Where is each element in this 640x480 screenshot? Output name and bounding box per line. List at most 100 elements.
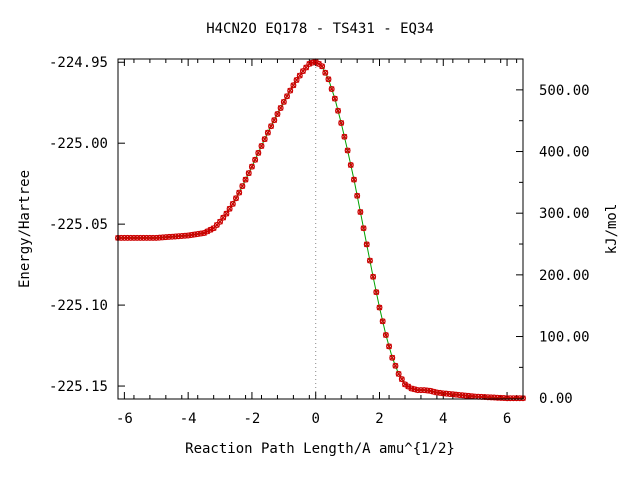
x-tick-label: 4 bbox=[439, 411, 447, 427]
point-marker-cross bbox=[335, 107, 341, 114]
point-marker-cross bbox=[398, 376, 405, 382]
point-marker-circle bbox=[319, 63, 326, 70]
series-point bbox=[280, 98, 287, 105]
series-point bbox=[258, 143, 265, 150]
point-marker-cross bbox=[274, 111, 281, 117]
point-marker-circle bbox=[239, 183, 246, 190]
point-marker-cross bbox=[319, 63, 325, 70]
series-point bbox=[382, 332, 389, 339]
point-marker-cross bbox=[233, 195, 239, 202]
point-marker-circle bbox=[376, 304, 383, 311]
point-marker-circle bbox=[370, 273, 377, 280]
point-marker-circle bbox=[328, 85, 335, 92]
point-marker-cross bbox=[242, 176, 249, 183]
point-marker-circle bbox=[303, 64, 310, 71]
series-point bbox=[389, 354, 396, 361]
point-marker-cross bbox=[249, 163, 255, 170]
point-marker-cross bbox=[373, 289, 380, 295]
series-point bbox=[328, 85, 335, 92]
point-marker-cross bbox=[379, 318, 386, 325]
point-marker-circle bbox=[350, 176, 357, 183]
x-tick-label: 2 bbox=[375, 411, 383, 427]
y-tick-label: -225.05 bbox=[49, 217, 108, 233]
y2-tick-label: 300.00 bbox=[539, 206, 590, 222]
x-tick-label: 6 bbox=[503, 411, 511, 427]
point-marker-cross bbox=[309, 59, 316, 66]
y2-tick-label: 200.00 bbox=[539, 268, 590, 284]
point-marker-cross bbox=[271, 117, 278, 123]
point-marker-cross bbox=[354, 192, 360, 199]
y2-tick-label: 100.00 bbox=[539, 330, 590, 346]
series-point bbox=[335, 107, 342, 114]
point-marker-cross bbox=[296, 72, 303, 79]
series-point bbox=[296, 72, 303, 79]
point-marker-circle bbox=[261, 136, 268, 143]
y-tick-label: -225.00 bbox=[49, 136, 108, 152]
point-marker-circle bbox=[338, 119, 345, 126]
point-marker-cross bbox=[376, 304, 383, 311]
point-marker-circle bbox=[284, 93, 291, 100]
point-marker-circle bbox=[395, 370, 402, 377]
point-marker-circle bbox=[217, 218, 224, 225]
point-marker-circle bbox=[322, 69, 329, 76]
point-marker-cross bbox=[223, 210, 230, 217]
point-marker-cross bbox=[226, 205, 233, 212]
series-point bbox=[373, 289, 380, 296]
point-marker-circle bbox=[248, 163, 255, 170]
point-marker-circle bbox=[357, 209, 364, 216]
point-marker-cross bbox=[367, 257, 373, 264]
point-marker-circle bbox=[223, 210, 230, 217]
x-tick-label: 0 bbox=[311, 411, 319, 427]
point-marker-cross bbox=[405, 383, 412, 390]
series-point bbox=[255, 149, 262, 156]
x-axis-label: Reaction Path Length/A amu^{1/2} bbox=[185, 441, 455, 457]
series-point bbox=[226, 205, 233, 212]
series-point bbox=[392, 362, 399, 369]
x-tick-label: -4 bbox=[180, 411, 197, 427]
point-marker-cross bbox=[306, 61, 313, 67]
series-point bbox=[344, 147, 351, 154]
point-marker-circle bbox=[360, 225, 367, 232]
point-marker-circle bbox=[264, 129, 271, 136]
y2-tick-label: 400.00 bbox=[539, 145, 590, 161]
point-marker-circle bbox=[258, 143, 265, 150]
point-marker-circle bbox=[389, 354, 396, 361]
point-marker-circle bbox=[398, 376, 405, 383]
point-marker-circle bbox=[354, 192, 361, 199]
point-marker-cross bbox=[258, 143, 265, 149]
point-marker-cross bbox=[316, 61, 322, 67]
point-marker-circle bbox=[242, 176, 249, 183]
point-marker-circle bbox=[382, 332, 389, 339]
point-marker-cross bbox=[293, 77, 300, 83]
point-marker-circle bbox=[268, 123, 275, 130]
point-marker-cross bbox=[204, 228, 211, 235]
point-marker-cross bbox=[389, 354, 396, 361]
point-marker-cross bbox=[395, 371, 402, 377]
point-marker-cross bbox=[363, 241, 370, 248]
series-point bbox=[395, 370, 402, 377]
point-marker-circle bbox=[252, 156, 259, 163]
series-point bbox=[319, 63, 326, 70]
point-marker-circle bbox=[341, 133, 348, 140]
series-point bbox=[287, 87, 294, 94]
point-marker-cross bbox=[312, 58, 319, 65]
series-point bbox=[363, 241, 370, 248]
point-marker-cross bbox=[277, 105, 284, 111]
point-marker-circle bbox=[296, 72, 303, 79]
point-marker-circle bbox=[335, 107, 342, 114]
point-marker-circle bbox=[226, 205, 233, 212]
point-marker-cross bbox=[392, 362, 399, 369]
series-point bbox=[360, 225, 367, 232]
series-point bbox=[386, 343, 393, 350]
point-marker-circle bbox=[293, 77, 300, 84]
series-point bbox=[341, 133, 348, 140]
point-marker-cross bbox=[322, 69, 329, 76]
y-tick-label: -224.95 bbox=[49, 55, 108, 71]
y2-tick-label: 500.00 bbox=[539, 83, 590, 99]
point-marker-cross bbox=[332, 95, 338, 102]
point-marker-circle bbox=[373, 289, 380, 296]
series-point bbox=[379, 318, 386, 325]
point-marker-cross bbox=[255, 150, 262, 156]
series-point bbox=[347, 162, 354, 169]
